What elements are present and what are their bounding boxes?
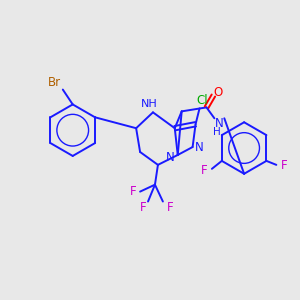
Text: F: F bbox=[140, 201, 146, 214]
Text: Cl: Cl bbox=[197, 94, 208, 107]
Text: F: F bbox=[130, 185, 136, 198]
Text: Br: Br bbox=[48, 76, 62, 89]
Text: N: N bbox=[165, 152, 174, 164]
Text: F: F bbox=[281, 159, 288, 172]
Text: F: F bbox=[201, 164, 207, 177]
Text: H: H bbox=[214, 127, 221, 137]
Text: N: N bbox=[215, 117, 224, 130]
Text: F: F bbox=[167, 201, 173, 214]
Text: O: O bbox=[214, 86, 223, 99]
Text: NH: NH bbox=[141, 99, 158, 110]
Text: N: N bbox=[195, 140, 204, 154]
